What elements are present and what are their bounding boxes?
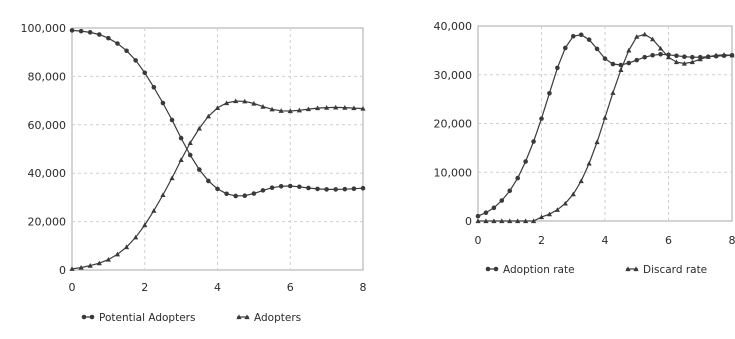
chart-1-series-1-point [324,187,329,192]
chart-2-legend: Adoption rate Discard rate [486,264,707,276]
chart-2-legend-item: Adoption rate [486,264,575,276]
chart-1-series-1-point [279,184,284,189]
chart-1-series-1-point [142,70,147,75]
chart-2-series-1-point [539,116,544,121]
chart-1-x-tick-label: 8 [360,281,367,294]
chart-1-series-1-point [315,187,320,192]
chart-1-series-1-point [233,194,238,199]
chart-1-legend-swatch-marker [82,315,87,320]
chart-2-y-tick-label: 40,000 [434,20,473,33]
chart-2-series-1-point [531,139,536,144]
chart-2-series-1-point [587,37,592,42]
chart-1-x-tick-label: 4 [214,281,221,294]
chart-2-series-1-point [563,46,568,51]
chart-1-legend-item: Adopters [236,312,301,324]
chart-2-series-1-point [674,53,679,58]
chart-1-series-1-point [106,36,111,41]
chart-2-series-1-point [634,58,639,63]
chart-2-series-1-point [595,47,600,52]
chart-2-series-1-point [523,159,528,164]
chart-1-x-tick-label: 0 [69,281,76,294]
chart-1-series-1-point [97,32,102,37]
chart-1-series-1-point [343,187,348,192]
chart-1-legend: Potential Adopters Adopters [82,312,301,324]
chart-1-x-tick-label: 6 [287,281,294,294]
chart-2-series-1-point [658,52,663,57]
chart-1-series-1-point [361,186,366,191]
chart-2-legend-label: Discard rate [643,264,707,276]
chart-1-series-1-point [88,30,93,35]
chart-1-series-1-point [297,184,302,189]
chart-2-series-1-point [507,188,512,193]
chart-2-series-1-point [642,55,647,60]
chart-1-y-tick-label: 20,000 [28,216,67,229]
chart-1-series-1-point [252,191,257,196]
chart-2-x-tick-label: 0 [475,234,482,247]
chart-2-y-tick-label: 30,000 [434,69,473,82]
chart-2-series-1-point [603,56,608,61]
chart-2-series-1-point [627,61,632,66]
chart-2-series-1-point [555,66,560,71]
chart-1-legend-label: Potential Adopters [99,312,195,324]
chart-1-series-1-point [224,191,229,196]
chart-1-series-1-point [79,29,84,34]
chart-2-legend-item: Discard rate [625,264,707,276]
chart-2-x-tick-label: 2 [538,234,545,247]
chart-2-series-1-point [571,34,576,39]
chart-2-legend-label: Adoption rate [503,264,575,276]
chart-1-y-tick-label: 60,000 [28,119,67,132]
chart-1-series-1-point [152,85,157,90]
chart-1-legend-label: Adopters [254,312,301,324]
chart-2: 0 2 4 6 8 0 10,000 20,000 30,000 40,000 Adoption r… [434,20,735,276]
chart-1-legend-item: Potential Adopters [82,312,196,324]
chart-1-series-1-point [270,185,275,190]
chart-2-series-1-point [476,214,481,219]
chart-1-x-tick-label: 2 [141,281,148,294]
chart-1-series-1-point [288,184,293,189]
chart-2-series-1-point [484,210,489,215]
chart-1-series-1-point [179,136,184,141]
chart-1: 0 2 4 6 8 0 20,000 40,000 60,000 80,000 100,000 Pot… [21,22,367,324]
chart-1-y-tick-label: 80,000 [28,70,67,83]
chart-2-x-tick-label: 6 [665,234,672,247]
chart-2-series-1-point [492,206,497,211]
chart-2-series-1-point [690,55,695,60]
chart-1-series-1-point [215,187,220,192]
chart-2-series-1-point [650,53,655,58]
chart-1-series-1-point [333,187,338,192]
chart-2-legend-swatch-marker [494,267,499,272]
chart-2-y-tick-label: 20,000 [434,118,473,131]
chart-1-y-tick-label: 0 [59,264,66,277]
chart-1-series-1-point [170,118,175,123]
chart-1-series-1-point [242,193,247,198]
chart-1-series-1-point [70,28,75,33]
chart-1-series-1-point [261,188,266,193]
chart-1-series-1-point [188,153,193,158]
chart-1-series-1-point [124,48,129,53]
chart-2-series-1-point [682,54,687,59]
chart-1-series-1-point [161,101,166,106]
chart-2-series-1-point [515,176,520,181]
chart-2-y-tick-label: 10,000 [434,166,473,179]
chart-1-series-1-point [306,186,311,191]
chart-1-y-tick-label: 100,000 [21,22,67,35]
chart-1-y-tick-label: 40,000 [28,167,67,180]
chart-1-series-1-point [115,41,120,46]
chart-2-x-tick-label: 8 [729,234,735,247]
chart-2-legend-swatch-marker [486,267,491,272]
chart-2-x-tick-label: 4 [602,234,609,247]
chart-2-series-1-point [611,62,616,67]
chart-2-series-1-point [547,91,552,96]
chart-2-series-1-point [500,198,505,203]
chart-1-series-1-point [133,58,138,63]
chart-1-legend-swatch-marker [90,315,95,320]
chart-1-series-1-point [206,179,211,184]
chart-2-series-1-point [579,32,584,37]
chart-2-y-tick-label: 0 [465,215,472,228]
chart-1-series-1-point [352,186,357,191]
chart-1-series-1-point [197,167,202,172]
